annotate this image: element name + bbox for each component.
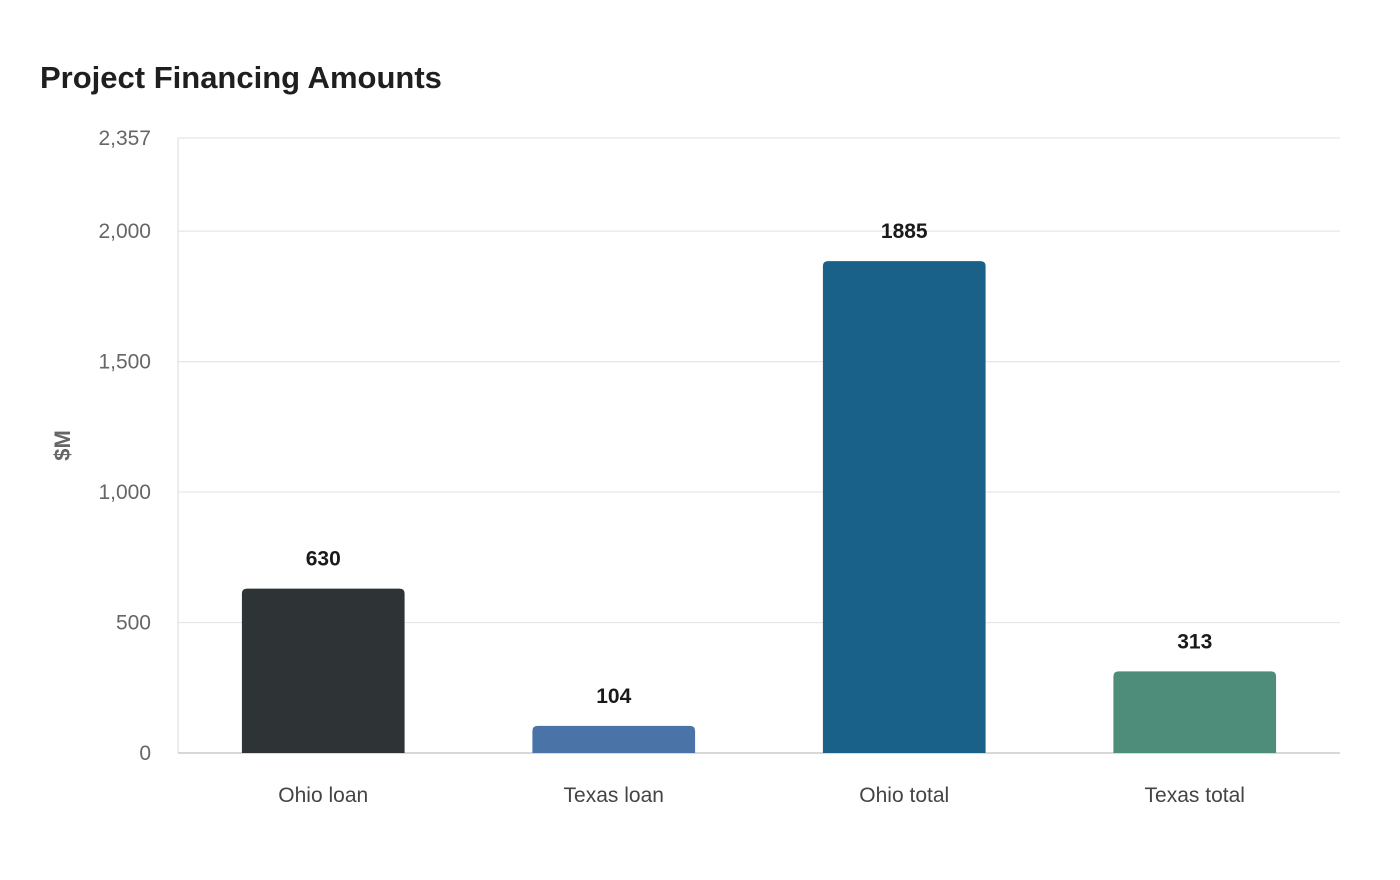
- y-tick-label: 2,357: [98, 127, 151, 150]
- value-labels: 630 104 1885 313: [306, 220, 1213, 708]
- bar-ohio-total: [822, 261, 986, 753]
- bar-value-label: 1885: [881, 220, 928, 243]
- y-tick-label: 1,000: [98, 481, 151, 504]
- y-tick-label: 1,500: [98, 351, 151, 374]
- y-axis-label: $M: [50, 430, 75, 461]
- x-tick-label: Ohio loan: [278, 784, 368, 807]
- y-tick-label: 0: [139, 742, 151, 765]
- y-tick-label: 500: [116, 612, 151, 635]
- y-tick-label: 2,000: [98, 220, 151, 243]
- bar-value-label: 313: [1177, 630, 1212, 653]
- x-tick-label: Texas total: [1145, 784, 1245, 807]
- chart-title: Project Financing Amounts: [40, 60, 442, 95]
- bar-value-label: 104: [596, 685, 631, 708]
- category-labels: Ohio loan Texas loan Ohio total Texas total: [278, 784, 1245, 807]
- x-tick-label: Texas loan: [564, 784, 664, 807]
- x-tick-label: Ohio total: [859, 784, 949, 807]
- bar-ohio-loan: [241, 588, 405, 753]
- bar-texas-loan: [532, 725, 696, 753]
- bars: [241, 261, 1277, 753]
- y-tick-labels: 0 500 1,000 1,500 2,000 2,357: [98, 127, 151, 765]
- bar-value-label: 630: [306, 548, 341, 571]
- bar-texas-total: [1113, 671, 1277, 753]
- gridlines: [178, 137, 1340, 624]
